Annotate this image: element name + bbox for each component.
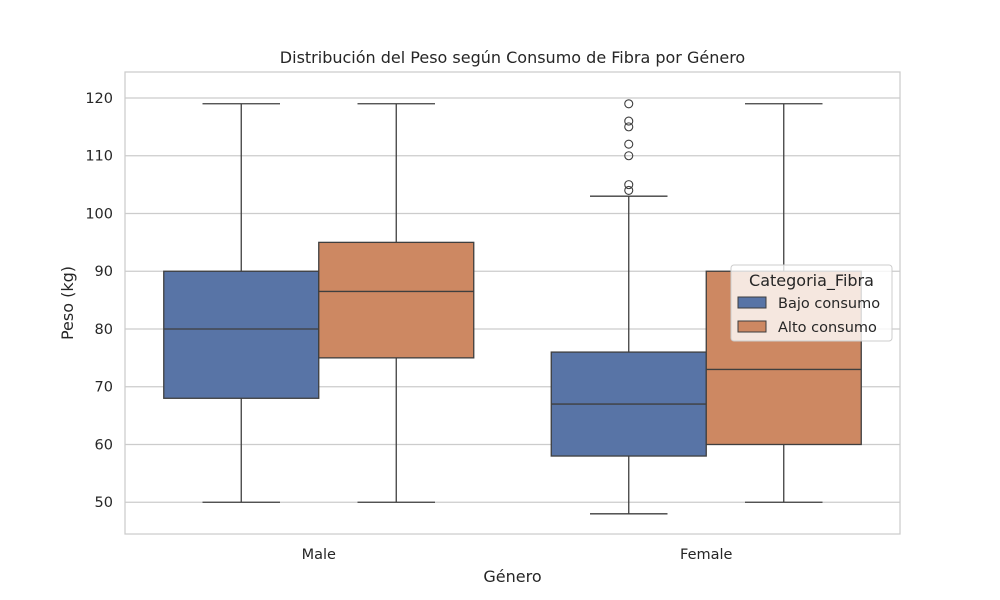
outlier-female-bajo-consumo-115 (624, 122, 634, 132)
legend-label-bajo-consumo: Bajo consumo (778, 296, 880, 312)
iqr-box-male-bajo-consumo (163, 270, 320, 399)
legend: Categoria_Fibra Bajo consumo Alto consum… (730, 264, 893, 342)
legend-title: Categoria_Fibra (749, 271, 874, 291)
y-tick-label-70: 70 (95, 380, 113, 396)
iqr-box-male-alto-consumo (318, 241, 475, 359)
y-tick-labels: 50 60 70 80 90 100 110 120 (85, 91, 113, 511)
chart-title: Distribución del Peso según Consumo de F… (280, 48, 745, 67)
box-female-bajo-consumo (550, 99, 707, 515)
outlier-female-bajo-consumo-110 (624, 151, 634, 161)
x-tick-label-female: Female (680, 547, 733, 563)
y-tick-label-100: 100 (85, 206, 113, 222)
plot-area (124, 71, 901, 535)
outlier-female-bajo-consumo-119 (624, 99, 634, 109)
x-tick-label-male: Male (302, 547, 336, 563)
legend-swatch-alto-consumo (737, 320, 767, 333)
y-tick-label-80: 80 (95, 322, 113, 338)
y-tick-label-90: 90 (95, 264, 113, 280)
legend-label-alto-consumo: Alto consumo (778, 320, 877, 336)
y-tick-label-60: 60 (95, 437, 113, 453)
outlier-female-bajo-consumo-116 (624, 116, 634, 126)
legend-swatch-bajo-consumo (737, 296, 767, 309)
y-axis-label: Peso (kg) (58, 266, 77, 340)
legend-frame (730, 264, 893, 342)
box-male-bajo-consumo (163, 103, 320, 503)
y-tick-label-120: 120 (85, 91, 113, 107)
outlier-female-bajo-consumo-104 (624, 185, 634, 195)
x-tick-labels: Male Female (302, 547, 733, 563)
outlier-female-bajo-consumo-105 (624, 180, 634, 190)
outlier-female-bajo-consumo-112 (624, 139, 634, 149)
x-axis-label: Género (483, 567, 541, 586)
box-male-alto-consumo (318, 103, 475, 503)
y-tick-label-110: 110 (85, 149, 113, 165)
y-tick-label-50: 50 (95, 495, 113, 511)
